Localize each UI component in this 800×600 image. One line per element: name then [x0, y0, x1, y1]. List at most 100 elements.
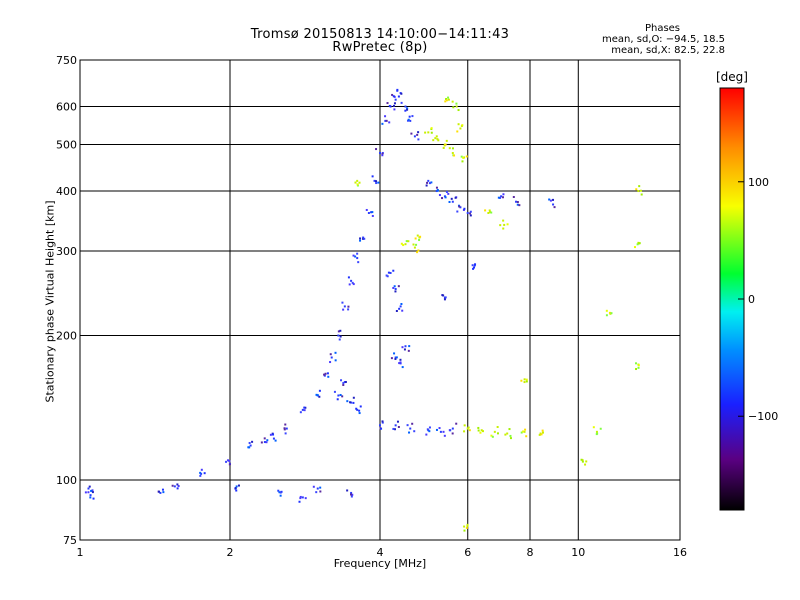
data-point — [430, 127, 433, 130]
data-point — [516, 203, 519, 206]
data-point — [371, 211, 374, 214]
data-point — [461, 124, 464, 127]
data-point — [416, 251, 419, 254]
data-point — [447, 192, 450, 195]
data-point — [176, 487, 179, 490]
data-point — [496, 432, 499, 435]
data-point — [459, 127, 462, 130]
data-point — [520, 431, 523, 434]
data-point — [435, 428, 438, 431]
data-point — [417, 249, 420, 252]
data-point — [463, 424, 466, 427]
data-point — [336, 398, 339, 401]
data-point — [441, 197, 444, 200]
data-point — [394, 424, 397, 427]
data-point — [177, 485, 180, 488]
data-point — [503, 223, 506, 226]
data-point — [466, 212, 469, 215]
data-point — [404, 109, 407, 112]
data-point — [392, 286, 395, 289]
data-point — [455, 102, 458, 105]
data-point — [444, 100, 447, 103]
data-point — [337, 394, 340, 397]
data-point — [337, 330, 340, 333]
data-point — [318, 389, 321, 392]
data-point — [635, 188, 638, 191]
data-point — [326, 372, 329, 375]
data-point — [316, 487, 319, 490]
data-point — [283, 427, 286, 430]
data-point — [443, 298, 446, 301]
data-point — [436, 189, 439, 192]
data-point — [413, 135, 416, 138]
data-point — [487, 212, 490, 215]
data-point — [491, 435, 494, 438]
data-point — [473, 264, 476, 267]
data-point — [350, 491, 353, 494]
data-point — [228, 463, 231, 466]
y-tick-label: 100 — [56, 474, 77, 487]
data-point — [407, 349, 410, 352]
data-point — [303, 409, 306, 412]
data-point — [592, 426, 595, 429]
x-tick-label: 16 — [673, 546, 687, 559]
data-point — [387, 271, 390, 274]
phase-o-stats: mean, sd,O: −94.5, 18.5 — [602, 34, 725, 45]
data-point — [375, 148, 378, 151]
data-point — [437, 139, 440, 142]
data-point — [541, 431, 544, 434]
data-point — [356, 183, 359, 186]
data-point — [413, 246, 416, 249]
data-point — [301, 408, 304, 411]
data-point — [406, 107, 409, 110]
data-point — [357, 261, 360, 264]
data-points — [84, 88, 643, 532]
chart-subtitle: RwPretec (8p) — [332, 40, 428, 55]
data-point — [392, 269, 395, 272]
data-point — [402, 244, 405, 247]
data-point — [315, 393, 318, 396]
data-point — [518, 204, 521, 207]
data-point — [456, 210, 459, 213]
data-point — [438, 194, 441, 197]
data-point — [457, 123, 460, 126]
data-point — [371, 214, 374, 217]
data-point — [454, 196, 457, 199]
data-point — [396, 420, 399, 423]
data-point — [463, 525, 466, 528]
x-tick-label: 8 — [527, 546, 534, 559]
x-tick-label: 1 — [77, 546, 84, 559]
data-point — [359, 239, 362, 242]
data-point — [455, 422, 458, 425]
data-point — [432, 139, 435, 142]
data-point — [386, 102, 389, 105]
data-point — [469, 210, 472, 213]
data-point — [388, 121, 391, 124]
data-point — [199, 471, 202, 474]
data-point — [386, 275, 389, 278]
data-point — [299, 411, 302, 414]
data-point — [635, 368, 638, 371]
data-point — [398, 362, 401, 365]
data-point — [442, 294, 445, 297]
data-point — [392, 104, 395, 107]
data-point — [430, 131, 433, 134]
data-point — [329, 361, 332, 364]
data-point — [367, 212, 370, 215]
data-point — [416, 234, 419, 237]
data-point — [399, 305, 402, 308]
data-point — [418, 239, 421, 242]
data-point — [496, 426, 499, 429]
data-point — [315, 491, 318, 494]
data-point — [522, 430, 525, 433]
data-point — [341, 301, 344, 304]
colorbar-ticks: 100 0 −100 — [738, 176, 778, 423]
data-point — [235, 489, 238, 492]
data-point — [159, 491, 162, 494]
data-point — [393, 352, 396, 355]
data-point — [435, 135, 438, 138]
data-point — [552, 203, 555, 206]
data-point — [458, 205, 461, 208]
data-point — [354, 181, 357, 184]
data-point — [403, 348, 406, 351]
